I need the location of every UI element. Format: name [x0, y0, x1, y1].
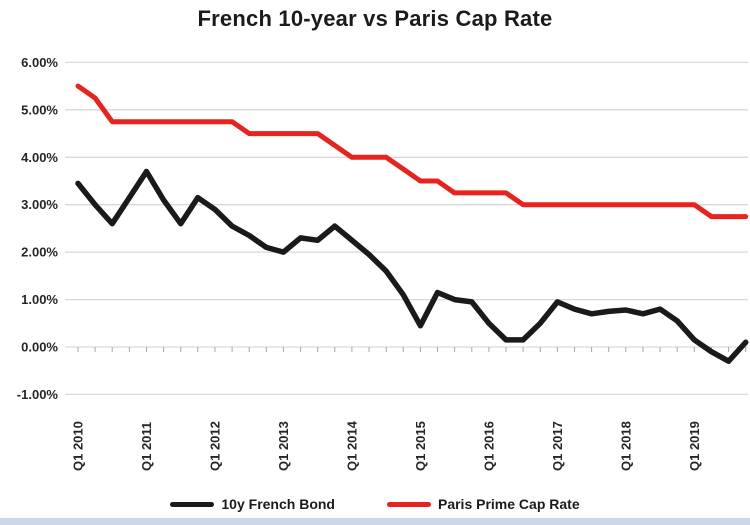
x-tick-label: Q1 2011: [139, 422, 154, 471]
red-line-swatch-icon: [386, 501, 431, 507]
series-line-10y-french-bond: [75, 168, 749, 364]
y-tick-label: 3.00%: [21, 197, 58, 212]
x-tick-label: Q1 2018: [618, 421, 633, 471]
legend-label: Paris Prime Cap Rate: [437, 496, 580, 512]
series-line-paris-prime-cap-rate: [75, 83, 749, 220]
y-tick-label: 0.00%: [21, 340, 58, 355]
bottom-edge-strip: [0, 518, 750, 525]
x-tick-label: Q1 2013: [276, 421, 291, 471]
x-tick-label: Q1 2016: [481, 421, 496, 471]
x-tick-label: Q1 2010: [71, 421, 86, 471]
gridlines: [65, 61, 748, 396]
x-tick-label: Q1 2014: [344, 420, 359, 471]
y-axis-tick-labels: 6.00% 5.00% 4.00% 3.00% 2.00% 1.00% 0.00% -1.00…: [17, 55, 59, 402]
y-tick-label: 2.00%: [21, 245, 58, 260]
y-tick-label: 6.00%: [21, 55, 58, 70]
x-tick-label: Q1 2012: [208, 421, 223, 471]
x-tick-label: Q1 2017: [550, 421, 565, 471]
x-axis-tick-labels: Q1 2010 Q1 2011 Q1 2012 Q1 2013 Q1 2014 Q1 20…: [71, 420, 702, 471]
chart-legend: 10y French Bond Paris Prime Cap Rate: [0, 496, 750, 512]
y-tick-label: 5.00%: [21, 102, 58, 117]
y-tick-label: 4.00%: [21, 150, 58, 165]
black-line-swatch-icon: [170, 501, 215, 507]
legend-item-10y-french-bond: 10y French Bond: [170, 496, 335, 512]
axis-ticks: [77, 347, 747, 352]
legend-item-paris-prime-cap-rate: Paris Prime Cap Rate: [386, 496, 580, 512]
x-tick-label: Q1 2015: [413, 421, 428, 471]
y-tick-label: -1.00%: [17, 387, 59, 402]
legend-label: 10y French Bond: [221, 496, 335, 512]
x-tick-label: Q1 2019: [687, 421, 702, 471]
chart-title: French 10-year vs Paris Cap Rate: [197, 6, 553, 31]
y-tick-label: 1.00%: [21, 292, 58, 307]
